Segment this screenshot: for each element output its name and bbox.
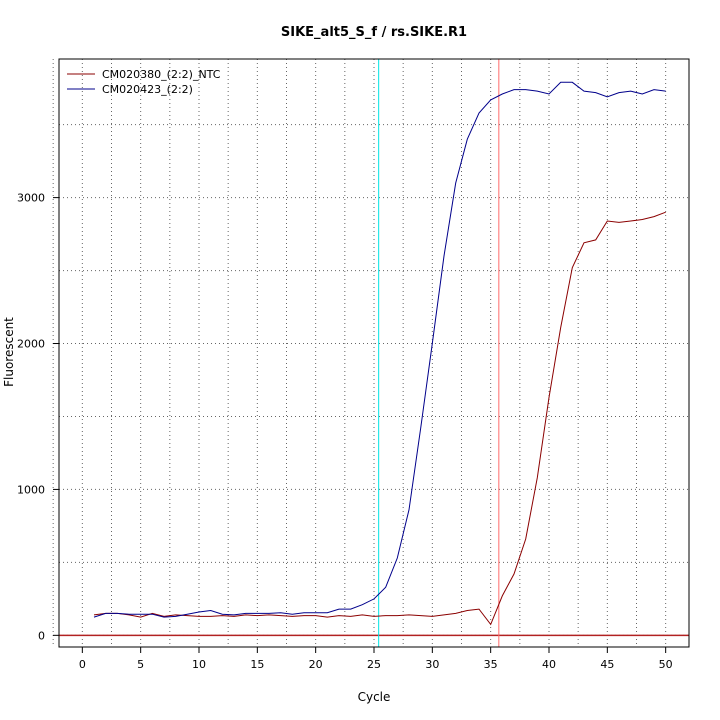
y-tick-label: 2000 (17, 338, 45, 351)
x-tick-label: 35 (484, 658, 498, 671)
x-tick-label: 25 (367, 658, 381, 671)
chart-title: SIKE_alt5_S_f / rs.SIKE.R1 (281, 25, 467, 40)
legend-label-0: CM020380_(2:2)_NTC (102, 68, 221, 81)
x-tick-label: 50 (659, 658, 673, 671)
x-tick-label: 15 (250, 658, 264, 671)
series-lines (93, 81, 666, 626)
legend-label-1: CM020423_(2:2) (102, 83, 193, 96)
y-tick-label: 3000 (17, 192, 45, 205)
grid-lines (52, 59, 689, 647)
series-line-0 (93, 211, 666, 626)
x-tick-label: 5 (137, 658, 144, 671)
x-tick-label: 45 (600, 658, 614, 671)
y-tick-label: 0 (38, 629, 45, 642)
legend: CM020380_(2:2)_NTC CM020423_(2:2) (67, 68, 221, 96)
x-axis: 0 5 10 15 20 25 30 35 40 45 50 (79, 647, 673, 671)
x-tick-label: 0 (79, 658, 86, 671)
x-tick-label: 40 (542, 658, 556, 671)
y-axis-label: Fluorescent (2, 317, 16, 387)
threshold-lines (378, 59, 500, 647)
x-tick-label: 20 (309, 658, 323, 671)
x-tick-label: 10 (192, 658, 206, 671)
x-axis-label: Cycle (358, 690, 391, 704)
y-tick-label: 1000 (17, 483, 45, 496)
y-axis: 0 1000 2000 3000 (17, 192, 59, 642)
series-line-1 (93, 81, 666, 618)
x-tick-label: 30 (425, 658, 439, 671)
